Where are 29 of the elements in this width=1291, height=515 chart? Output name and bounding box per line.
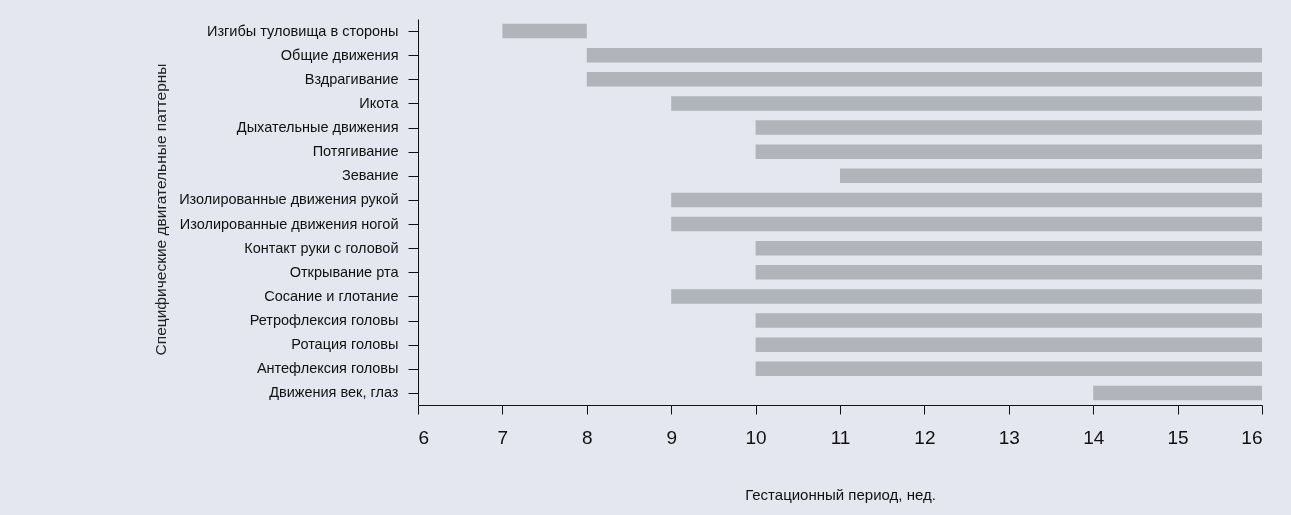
x-tick-label: 15 — [1167, 426, 1189, 448]
x-tick-label: 12 — [914, 426, 936, 448]
y-tick-label: Дыхательные движения — [236, 119, 399, 136]
y-tick-label: Потягивание — [312, 143, 399, 160]
y-tick-label: Открывание рта — [289, 263, 400, 280]
y-tick-label: Вздрагивание — [304, 70, 399, 87]
y-tick-label: Сосание и глотание — [264, 287, 399, 304]
y-tick-label: Изгибы туловища в стороны — [206, 22, 399, 39]
y-tick-label: Движения век, глаз — [269, 384, 399, 401]
x-tick-label: 10 — [745, 426, 767, 448]
x-tick-label: 16 — [1241, 426, 1263, 448]
x-axis-title: Гестационный период, нед. — [745, 485, 936, 503]
y-axis-title: Специфические двигательные паттерны — [151, 63, 169, 356]
x-tick-label: 9 — [666, 426, 677, 448]
y-tick-label: Общие движения — [280, 46, 399, 63]
y-tick-label: Ретрофлексия головы — [249, 312, 399, 329]
x-tick-label: 14 — [1083, 426, 1105, 448]
y-tick-label: Контакт руки с головой — [244, 239, 399, 256]
x-tick-label: 6 — [418, 426, 430, 448]
x-tick-label: 7 — [497, 426, 509, 448]
y-tick-label: Изолированные движения рукой — [179, 191, 399, 208]
y-tick-label: Антефлексия головы — [256, 360, 399, 377]
y-tick-label: Зевание — [341, 167, 399, 184]
x-tick-label: 13 — [998, 426, 1020, 448]
y-tick-label: Икота — [359, 94, 400, 111]
x-tick-label: 11 — [830, 426, 851, 448]
y-tick-label: Ротация головы — [291, 336, 399, 353]
x-tick-label: 8 — [582, 426, 593, 448]
y-tick-label: Изолированные движения ногой — [179, 215, 399, 232]
